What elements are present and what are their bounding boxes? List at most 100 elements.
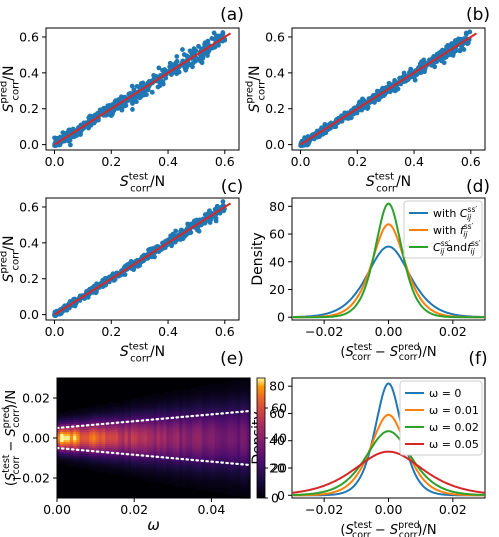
heatmap-cell <box>127 404 132 407</box>
heatmap-cell <box>198 436 203 439</box>
heatmap-cell <box>221 478 225 481</box>
heatmap-cell <box>204 478 209 481</box>
heatmap-cell <box>243 456 248 459</box>
heatmap-cell <box>60 428 65 431</box>
heatmap-cell <box>188 396 193 399</box>
heatmap-cell <box>118 426 122 429</box>
heatmap-cell <box>111 418 116 421</box>
heatmap-cell <box>195 416 200 419</box>
heatmap-cell <box>163 420 167 423</box>
heatmap-cell <box>105 460 110 463</box>
heatmap-cell <box>188 420 193 423</box>
heatmap-cell <box>150 402 155 405</box>
heatmap-cell <box>204 456 209 459</box>
heatmap-cell <box>63 430 68 433</box>
heatmap-cell <box>246 406 251 409</box>
heatmap-cell <box>227 478 232 481</box>
heatmap-cell <box>98 404 103 407</box>
heatmap-cell <box>185 476 190 479</box>
heatmap-cell <box>240 490 245 493</box>
heatmap-cell <box>217 424 222 427</box>
heatmap-cell <box>124 422 129 425</box>
heatmap-cell <box>179 414 184 417</box>
heatmap-cell <box>156 406 161 409</box>
heatmap-cell <box>221 490 225 493</box>
heatmap-cell <box>124 404 129 407</box>
heatmap-cell <box>246 494 251 497</box>
heatmap-cell <box>227 468 232 471</box>
x-axis-label-text: (Stest corr − Spred corr)/N <box>340 342 436 363</box>
heatmap-cell <box>166 460 171 463</box>
heatmap-cell <box>95 446 100 449</box>
heatmap-cell <box>159 428 164 431</box>
heatmap-cell <box>121 430 126 433</box>
heatmap-cell <box>92 406 97 409</box>
heatmap-cell <box>137 446 142 449</box>
heatmap-cell <box>214 446 219 449</box>
label-part: with <box>433 207 460 220</box>
heatmap-cell <box>69 442 74 445</box>
heatmap-cell <box>127 428 132 431</box>
heatmap-cell <box>188 468 193 471</box>
heatmap-cell <box>76 414 81 417</box>
heatmap-cell <box>156 408 161 411</box>
heatmap-cell <box>230 472 235 475</box>
heatmap-cell <box>188 430 193 433</box>
heatmap-cell <box>95 444 100 447</box>
heatmap-cell <box>147 474 151 477</box>
heatmap-cell <box>188 432 193 435</box>
heatmap-cell <box>111 414 116 417</box>
y-tick-label: 0.6 <box>265 29 285 44</box>
label-part: f <box>467 241 473 254</box>
heatmap-cell <box>118 466 122 469</box>
heatmap-cell <box>172 424 177 427</box>
heatmap-cell <box>166 402 171 405</box>
heatmap-cell <box>230 478 235 481</box>
heatmap-cell <box>82 414 87 417</box>
heatmap-cell <box>92 446 97 449</box>
heatmap-cell <box>143 452 148 455</box>
heatmap-cell <box>176 450 180 453</box>
heatmap-cell <box>140 446 145 449</box>
heatmap-cell <box>240 460 245 463</box>
heatmap-cell <box>153 398 158 401</box>
heatmap-cell <box>201 446 206 449</box>
heatmap-cell <box>156 448 161 451</box>
heatmap-cell <box>233 442 238 445</box>
heatmap-cell <box>127 422 132 425</box>
heatmap-cell <box>111 412 116 415</box>
heatmap-cell <box>188 452 193 455</box>
heatmap-cell <box>114 434 119 437</box>
heatmap-cell <box>185 460 190 463</box>
heatmap-cell <box>237 484 241 487</box>
heatmap-cell <box>118 458 122 461</box>
heatmap-cell <box>185 420 190 423</box>
heatmap-cell <box>73 444 77 447</box>
heatmap-cell <box>233 402 238 405</box>
heatmap-cell <box>179 452 184 455</box>
scatter-point <box>180 47 185 52</box>
heatmap-cell <box>211 480 216 483</box>
heatmap-cell <box>147 472 151 475</box>
heatmap-cell <box>179 404 184 407</box>
heatmap-cell <box>85 420 90 423</box>
heatmap-cell <box>102 442 106 445</box>
heatmap-cell <box>211 398 216 401</box>
heatmap-cell <box>243 414 248 417</box>
heatmap-cell <box>89 406 93 409</box>
heatmap-cell <box>76 418 81 421</box>
heatmap-cell <box>156 404 161 407</box>
heatmap-cell <box>176 482 180 485</box>
heatmap-cell <box>195 450 200 453</box>
heatmap-cell <box>227 470 232 473</box>
heatmap-cell <box>114 424 119 427</box>
heatmap-cell <box>185 468 190 471</box>
heatmap-cell <box>198 474 203 477</box>
heatmap-cell <box>73 460 77 463</box>
heatmap-cell <box>221 448 225 451</box>
heatmap-cell <box>221 482 225 485</box>
heatmap-cell <box>63 442 68 445</box>
heatmap-cell <box>246 388 251 391</box>
heatmap-cell <box>137 432 142 435</box>
